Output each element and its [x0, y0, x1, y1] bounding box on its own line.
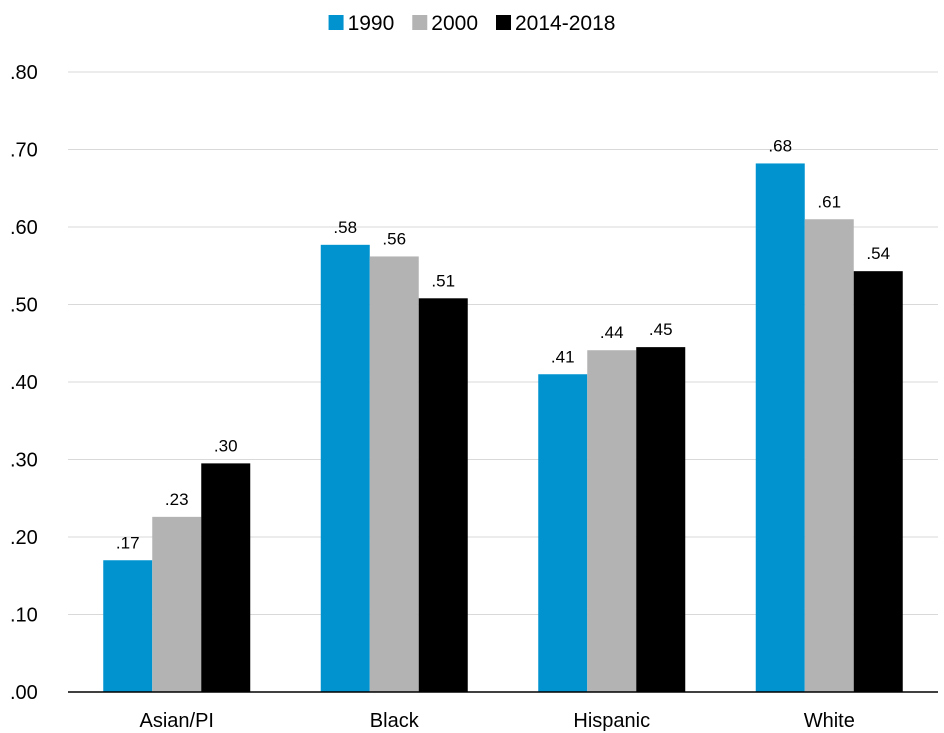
legend-label-2000: 2000: [431, 12, 478, 35]
data-labels: .17 .23 .30 .58 .56 .51 .41 .44 .45 .68 .61 .54: [116, 136, 890, 552]
y-tick-label: .50: [10, 295, 38, 317]
x-axis: Asian/PI Black Hispanic White: [68, 691, 938, 732]
x-tick-label-asian-pi: Asian/PI: [140, 710, 214, 732]
data-label-asian-pi-2000: .23: [165, 490, 189, 509]
bar-hispanic-1990: [538, 374, 588, 692]
chart-bars: [103, 163, 903, 692]
bar-black-2014-2018: [418, 298, 468, 692]
legend-label-1990: 1990: [348, 12, 395, 35]
data-label-hispanic-2014-2018: .45: [649, 320, 673, 339]
bar-black-2000: [369, 256, 419, 692]
y-tick-label: .30: [10, 450, 38, 472]
bar-hispanic-2000: [587, 350, 637, 692]
y-tick-label: .00: [10, 682, 38, 704]
data-label-asian-pi-1990: .17: [116, 533, 140, 552]
legend-swatch-2014-2018: [496, 15, 511, 30]
legend-swatch-2000: [412, 15, 428, 30]
data-label-black-2000: .56: [382, 229, 406, 248]
y-tick-label: .60: [10, 217, 38, 239]
y-axis: .00 .10 .20 .30 .40 .50 .60 .70 .80: [10, 62, 38, 704]
bar-white-1990: [755, 163, 805, 692]
chart-legend: 1990 2000 2014-2018: [328, 12, 615, 35]
y-tick-label: .10: [10, 605, 38, 627]
bar-black-1990: [320, 244, 370, 692]
data-label-hispanic-1990: .41: [551, 347, 575, 366]
data-label-black-1990: .58: [333, 218, 357, 237]
legend-swatch-1990: [328, 15, 344, 30]
data-label-white-2014-2018: .54: [866, 244, 890, 263]
data-label-white-1990: .68: [768, 136, 792, 155]
y-tick-label: .40: [10, 372, 38, 394]
x-tick-label-white: White: [804, 710, 855, 732]
bar-asian-pi-2000: [152, 516, 202, 692]
y-tick-label: .70: [10, 140, 38, 162]
data-label-hispanic-2000: .44: [600, 323, 624, 342]
bar-asian-pi-1990: [103, 560, 153, 692]
bar-asian-pi-2014-2018: [201, 463, 251, 692]
data-label-white-2000: .61: [817, 192, 841, 211]
data-label-asian-pi-2014-2018: .30: [214, 436, 238, 455]
legend-label-2014-2018: 2014-2018: [515, 12, 615, 35]
x-tick-label-hispanic: Hispanic: [573, 710, 650, 732]
bar-white-2014-2018: [853, 271, 903, 692]
x-tick-label-black: Black: [370, 710, 420, 732]
bar-hispanic-2014-2018: [636, 347, 686, 692]
bar-white-2000: [804, 219, 854, 692]
y-tick-label: .20: [10, 527, 38, 549]
data-label-black-2014-2018: .51: [431, 271, 455, 290]
y-tick-label: .80: [10, 62, 38, 84]
